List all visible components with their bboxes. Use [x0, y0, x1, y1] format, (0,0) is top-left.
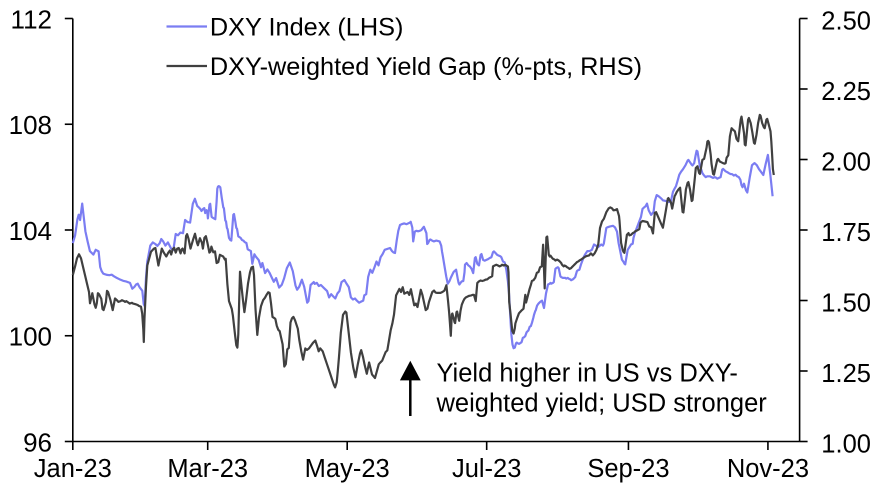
svg-text:Jan-23: Jan-23 — [34, 455, 112, 483]
svg-text:100: 100 — [9, 322, 52, 352]
svg-text:Sep-23: Sep-23 — [587, 455, 669, 483]
svg-text:May-23: May-23 — [305, 455, 390, 483]
svg-text:Nov-23: Nov-23 — [727, 455, 809, 483]
svg-text:1.50: 1.50 — [821, 289, 871, 317]
svg-text:96: 96 — [23, 427, 52, 457]
svg-text:DXY Index (LHS): DXY Index (LHS) — [210, 13, 404, 41]
svg-text:weighted yield; USD stronger: weighted yield; USD stronger — [436, 389, 768, 417]
svg-text:108: 108 — [9, 110, 52, 140]
svg-text:2.25: 2.25 — [821, 78, 871, 106]
svg-text:2.50: 2.50 — [821, 7, 871, 35]
svg-text:Jul-23: Jul-23 — [452, 455, 521, 483]
svg-text:2.00: 2.00 — [821, 148, 871, 176]
svg-text:Yield higher in US vs DXY-: Yield higher in US vs DXY- — [437, 359, 738, 387]
svg-text:1.25: 1.25 — [821, 360, 871, 388]
svg-text:Mar-23: Mar-23 — [167, 455, 248, 483]
svg-text:112: 112 — [11, 4, 52, 34]
svg-text:DXY-weighted Yield Gap (%-pts,: DXY-weighted Yield Gap (%-pts, RHS) — [210, 53, 642, 81]
svg-text:104: 104 — [9, 216, 52, 246]
svg-text:1.75: 1.75 — [821, 219, 871, 247]
svg-text:1.00: 1.00 — [821, 430, 871, 458]
